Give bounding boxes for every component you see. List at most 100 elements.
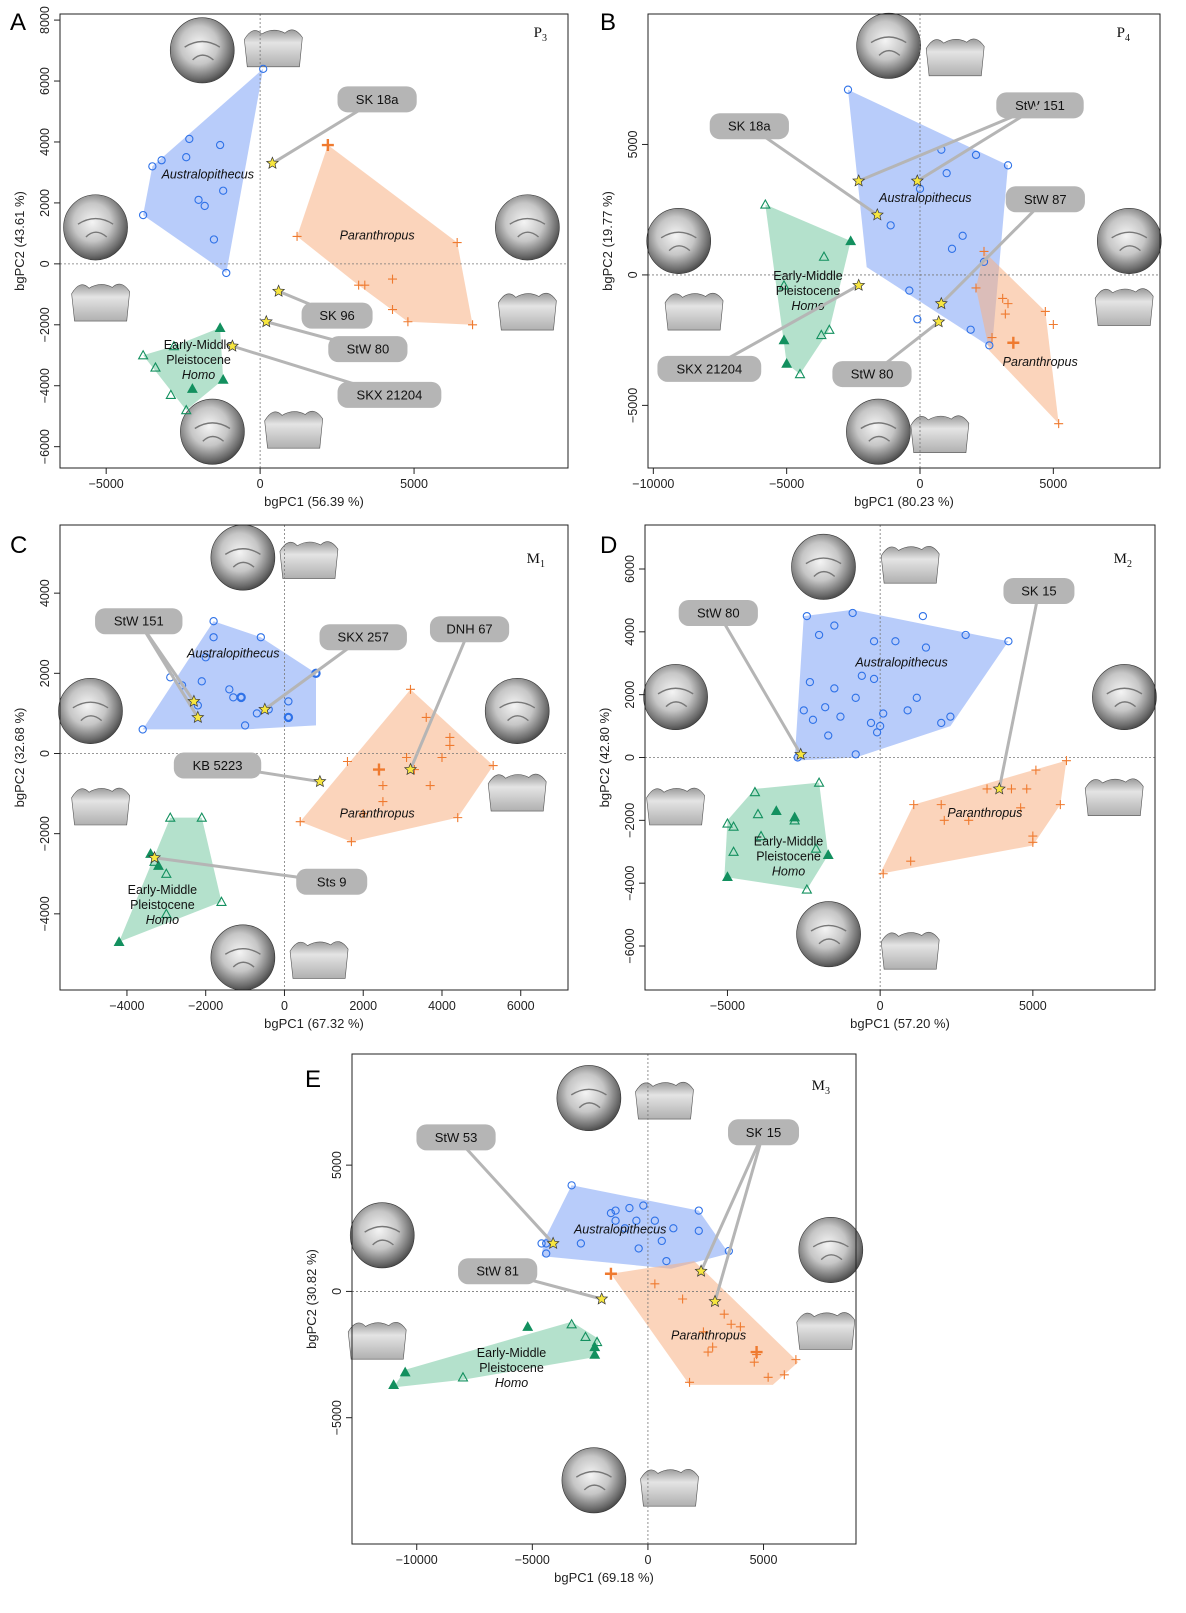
tooth-occlusal-outline [484,678,550,744]
data-point-homo [778,334,790,345]
data-point-homo [216,896,227,906]
x-tick-label: −5000 [89,477,124,491]
tooth-fissure [77,217,114,238]
panel-c: C Australopithecus Paranthropus Early-Middl… [10,524,569,1031]
plot-frame [59,524,569,991]
data-point-paranthropus [488,761,498,771]
data-point-paranthropus [779,1370,789,1380]
specimen-callout-box [709,113,789,140]
data-point-paranthropus [421,712,431,722]
specimen-callout-box [657,355,762,382]
panel-letter: B [600,9,616,36]
data-point-paranthropus [906,856,916,866]
y-tick-label: 6000 [623,555,637,583]
data-point-australopithecus [1004,637,1013,646]
data-point-paranthropus [749,1357,759,1367]
x-tick-label: 0 [257,477,264,491]
group-label-homo: Homo [182,368,215,382]
data-point-australopithecus [802,611,812,621]
callout-line [716,612,803,756]
tooth-fissure [660,231,697,252]
tooth-fissure [805,557,842,577]
data-point-homo [589,1348,601,1359]
data-point-paranthropus [726,1319,736,1329]
x-tick-label: 6000 [507,999,535,1013]
tooth-letter: P [1117,25,1125,41]
group-label-homo: Early-Middle [773,269,843,283]
tooth-occlusal-outline [210,924,276,991]
data-point-australopithecus [903,706,912,715]
specimen-star-marker [852,278,866,291]
y-tick-label: 0 [38,260,52,267]
specimen-callout-label: StW 80 [697,605,740,620]
tooth-occlusal-outline [791,533,856,600]
group-label-australopithecus: Australopithecus [161,168,254,182]
group-label-homo: Homo [772,864,805,878]
plot-frame [59,13,569,469]
tooth-occlusal-outline [646,208,712,274]
data-point-australopithecus [937,718,946,728]
data-point-australopithecus [625,1203,634,1213]
data-point-paranthropus [971,283,981,293]
tooth-crown-outline [880,931,940,970]
tooth-render-icon [846,398,911,465]
tooth-crown-outline [487,773,547,812]
tooth-crown-outline [664,292,724,331]
tooth-letter: M [1114,551,1127,567]
y-tick-label: 2000 [623,681,637,709]
tooth-render-icon [169,17,235,84]
data-point-paranthropus [982,784,992,794]
data-point-australopithecus [866,718,876,728]
data-point-australopithecus [694,1206,703,1215]
tooth-fissure [860,422,897,442]
data-point-paranthropus [1006,784,1016,794]
y-tick-label: 0 [626,271,640,278]
data-point-australopithecus [808,715,818,724]
tooth-occlusal-outline [798,1217,864,1283]
data-point-homo [755,830,767,841]
data-point-homo [217,374,229,384]
data-point-homo [164,811,176,822]
data-point-australopithecus [182,153,191,162]
data-point-paranthropus [878,869,888,879]
x-tick-label: −2000 [188,999,223,1013]
specimen-callout-box [319,624,407,651]
data-point-australopithecus [138,725,147,734]
tooth-fissure [224,548,261,568]
tooth-letter: M [812,1078,825,1094]
x-axis-label: bgPC1 (57.20 %) [850,1016,950,1031]
data-point-australopithecus [197,677,206,686]
data-point-paranthropus [402,753,412,762]
specimen-star-marker [272,284,286,297]
callout-line [409,628,471,771]
data-point-homo [789,811,801,822]
y-tick-label: −4000 [623,866,637,901]
data-point-homo [810,842,822,853]
tooth-fissure [810,924,847,945]
specimen-callout-box [301,302,373,329]
data-point-paranthropus [1048,319,1058,329]
data-point-paranthropus [698,1327,708,1337]
data-point-australopithecus [148,162,157,171]
data-point-homo [180,404,192,415]
data-point-australopithecus [891,637,900,646]
tooth-render-icon [796,1312,856,1350]
specimen-callout-label: SKX 257 [338,630,389,645]
specimen-callout-box [1005,186,1085,213]
data-point-australopithecus [662,1256,671,1266]
specimen-star-marker [147,850,162,864]
y-axis-label: bgPC2 (30.82 %) [304,1249,319,1349]
y-tick-label: 2000 [38,189,52,217]
data-point-homo [566,1318,578,1329]
tooth-render-icon [279,541,339,579]
data-point-australopithecus [869,674,879,684]
panel-letter: E [305,1066,321,1093]
tooth-crown-outline [347,1321,407,1360]
specimen-callout-label: StW 87 [1024,192,1067,207]
data-point-homo [801,883,813,894]
data-point-paranthropus [909,800,919,810]
tooth-render-icon [1096,208,1162,274]
data-point-paranthropus [1000,309,1010,319]
paranthropus-hull [300,689,494,842]
tooth-subscript: 3 [825,1086,830,1097]
